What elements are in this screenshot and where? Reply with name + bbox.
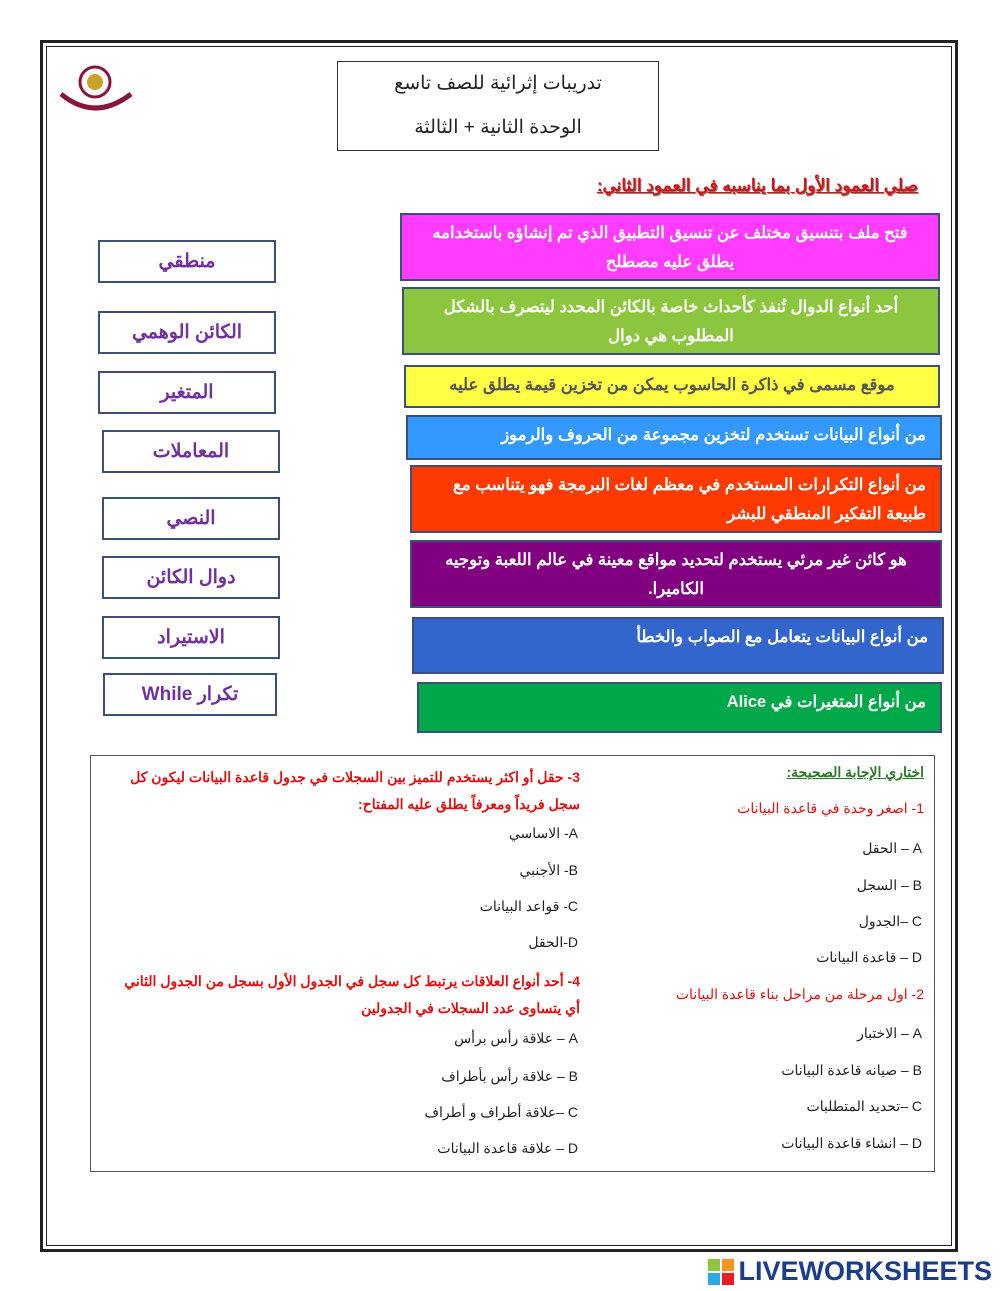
definition-text: موقع مسمى في ذاكرة الحاسوب يمكن من تخزين… bbox=[449, 376, 895, 394]
term-label: الاستيراد bbox=[157, 627, 225, 648]
term-box[interactable]: دوال الكائن bbox=[102, 556, 280, 599]
page-frame bbox=[40, 40, 958, 1252]
definition-text: هو كائن غير مرئي يستخدم لتحديد مواقع معي… bbox=[445, 551, 907, 598]
matching-instruction: صلي العمود الأول بما يناسبه في العمود ال… bbox=[596, 176, 918, 195]
term-box[interactable]: الكائن الوهمي bbox=[98, 311, 276, 354]
option[interactable]: D – علاقة قاعدة البيانات bbox=[437, 1140, 578, 1156]
brand-name: LIVEWORKSHEETS bbox=[738, 1256, 992, 1286]
title-box: تدريبات إثرائية للصف تاسع الوحدة الثانية… bbox=[337, 61, 659, 151]
definition-text: من أنواع البيانات يتعامل مع الصواب والخط… bbox=[636, 628, 928, 646]
mcq-box bbox=[90, 755, 935, 1172]
definition-box[interactable]: موقع مسمى في ذاكرة الحاسوب يمكن من تخزين… bbox=[404, 365, 940, 408]
option[interactable]: B – علاقة رأس بأطراف bbox=[441, 1068, 578, 1084]
liveworksheets-icon bbox=[708, 1258, 735, 1285]
definition-box[interactable]: من أنواع البيانات يتعامل مع الصواب والخط… bbox=[412, 617, 944, 674]
definition-box[interactable]: فتح ملف بتنسيق مختلف عن تنسيق التطبيق ال… bbox=[400, 213, 940, 281]
option[interactable]: A – علاقة رأس برأس bbox=[454, 1030, 578, 1046]
option[interactable]: B- الأجنبي bbox=[519, 862, 578, 878]
mcq-instruction: اختاري الإجابة الصحيحة: bbox=[786, 764, 925, 780]
term-box[interactable]: النصي bbox=[102, 497, 280, 540]
option[interactable]: C- قواعد البيانات bbox=[479, 898, 578, 914]
term-box[interactable]: منطقي bbox=[98, 240, 276, 283]
definition-box[interactable]: من أنواع المتغيرات في Alice bbox=[417, 682, 942, 733]
term-label: دوال الكائن bbox=[146, 567, 236, 588]
term-box[interactable]: الاستيراد bbox=[102, 616, 280, 659]
liveworksheets-logo: LIVEWORKSHEETS bbox=[708, 1256, 992, 1287]
option[interactable]: D – قاعدة البيانات bbox=[816, 949, 922, 965]
question-1: 1- اصغر وحدة في قاعدة البيانات bbox=[737, 800, 924, 816]
title-line-1: تدريبات إثرائية للصف تاسع bbox=[394, 73, 602, 94]
term-label: المتغير bbox=[160, 382, 214, 403]
ministry-logo bbox=[59, 65, 133, 111]
term-label: منطقي bbox=[158, 251, 216, 272]
option[interactable]: B – السجل bbox=[856, 877, 922, 893]
definition-text: أحد أنواع الدوال تُنفذ كأحداث خاصة بالكا… bbox=[443, 298, 899, 345]
option[interactable]: A – الحقل bbox=[862, 840, 922, 856]
term-label: النصي bbox=[166, 508, 216, 529]
option[interactable]: B – صيانه قاعدة البيانات bbox=[781, 1062, 922, 1078]
definition-box[interactable]: هو كائن غير مرئي يستخدم لتحديد مواقع معي… bbox=[410, 540, 942, 608]
term-box[interactable]: المتغير bbox=[98, 371, 276, 414]
option[interactable]: D-الحقل bbox=[528, 934, 578, 950]
term-label: الكائن الوهمي bbox=[131, 322, 243, 343]
definition-box[interactable]: أحد أنواع الدوال تُنفذ كأحداث خاصة بالكا… bbox=[402, 287, 940, 355]
definition-text: من أنواع التكرارات المستخدم في معظم لغات… bbox=[453, 476, 926, 523]
question-4: 4- أحد أنواع العلاقات يرتبط كل سجل في ال… bbox=[124, 973, 580, 1016]
definition-text: من أنواع البيانات تستخدم لتخزين مجموعة م… bbox=[501, 426, 926, 444]
definition-text: من أنواع المتغيرات في Alice bbox=[726, 693, 926, 711]
option[interactable]: D – انشاء قاعدة البيانات bbox=[781, 1135, 922, 1151]
question-3: 3- حقل أو اكثر يستخدم للتميز بين السجلات… bbox=[130, 769, 580, 812]
option[interactable]: C –علاقة أطراف و أطراف bbox=[424, 1104, 578, 1120]
term-label: المعاملات bbox=[152, 441, 230, 462]
term-label: تكرار While bbox=[141, 684, 239, 705]
option[interactable]: C –تحديد المتطلبات bbox=[806, 1098, 922, 1114]
title-line-2: الوحدة الثانية + الثالثة bbox=[414, 117, 582, 138]
term-box[interactable]: المعاملات bbox=[102, 430, 280, 473]
option[interactable]: A- الاساسي bbox=[508, 825, 578, 841]
term-box[interactable]: تكرار While bbox=[103, 673, 277, 716]
definition-box[interactable]: من أنواع التكرارات المستخدم في معظم لغات… bbox=[410, 465, 942, 533]
definition-box[interactable]: من أنواع البيانات تستخدم لتخزين مجموعة م… bbox=[406, 415, 942, 460]
option[interactable]: C –الجدول bbox=[858, 913, 922, 929]
question-2: 2- اول مرحلة من مراحل بناء قاعدة البيانا… bbox=[675, 986, 924, 1002]
definition-text: فتح ملف بتنسيق مختلف عن تنسيق التطبيق ال… bbox=[432, 224, 908, 271]
option[interactable]: A – الاختبار bbox=[857, 1025, 922, 1041]
